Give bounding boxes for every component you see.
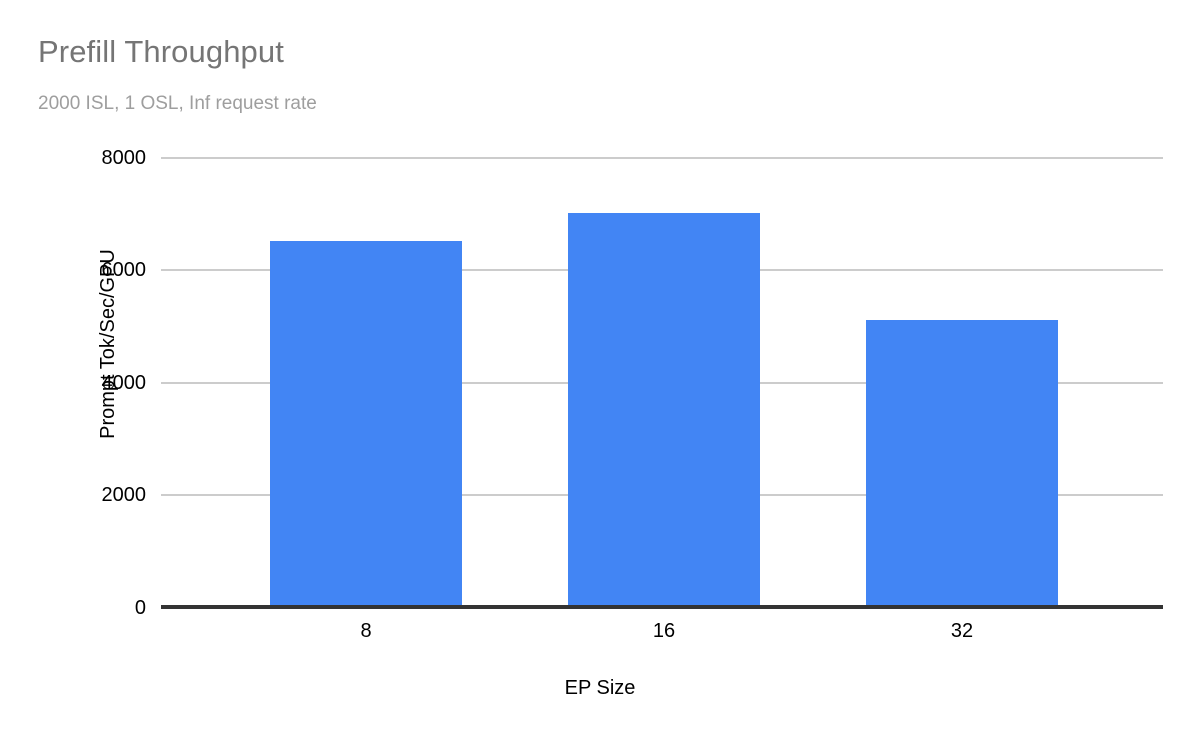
x-axis-line	[161, 605, 1163, 609]
chart-subtitle: 2000 ISL, 1 OSL, Inf request rate	[38, 93, 317, 114]
y-tick-label-6000: 6000	[101, 259, 147, 281]
bar-ep-8[interactable]	[270, 241, 462, 607]
x-axis-title: EP Size	[564, 677, 636, 699]
x-tick-label-16: 16	[652, 620, 676, 642]
plot-area	[161, 157, 1163, 607]
y-axis-title: Prompt Tok/Sec/GPU	[97, 249, 119, 439]
bar-ep-16[interactable]	[568, 213, 760, 607]
y-tick-label-8000: 8000	[101, 147, 147, 169]
y-tick-label-4000: 4000	[101, 372, 147, 394]
x-tick-label-8: 8	[360, 620, 372, 642]
gridline-8000	[161, 157, 1163, 159]
bar-ep-32[interactable]	[866, 320, 1058, 607]
x-tick-label-32: 32	[950, 620, 974, 642]
y-tick-label-0: 0	[134, 597, 146, 619]
y-tick-label-2000: 2000	[101, 484, 147, 506]
chart-title: Prefill Throughput	[38, 34, 284, 69]
